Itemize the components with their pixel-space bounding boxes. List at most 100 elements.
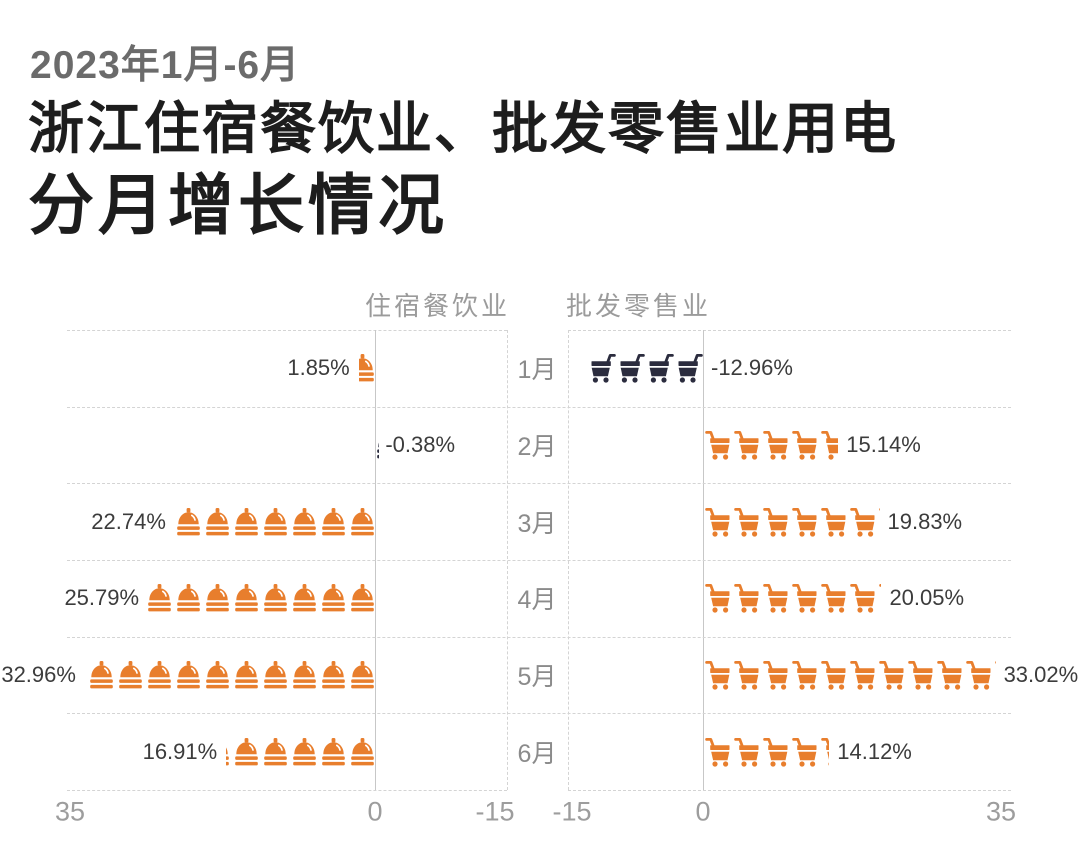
shopping-cart-icon: [937, 660, 962, 690]
value-label-wholesale: 14.12%: [837, 738, 912, 764]
icon-bar-accommodation: [358, 352, 375, 384]
title-sub: 分月增长情况: [28, 168, 448, 242]
title-period: 2023年1月-6月: [30, 44, 301, 87]
row-separator: [67, 713, 1011, 715]
value-label-wholesale: 15.14%: [846, 432, 921, 457]
right-plot-top-border: [568, 330, 1011, 331]
axis-tick-left-chart: 35: [54, 796, 86, 827]
row-separator: [67, 483, 1011, 485]
shopping-cart-icon: [879, 507, 880, 537]
right-plot-bottom-border: [568, 790, 1011, 791]
cloche-icon: [118, 660, 143, 690]
cloche-icon: [263, 507, 288, 537]
value-label-accommodation: 16.91%: [142, 738, 218, 764]
cloche-icon: [234, 737, 259, 767]
shopping-cart-icon: [734, 660, 759, 690]
cloche-icon: [292, 737, 317, 767]
shopping-cart-icon: [734, 430, 759, 460]
left-plot-bottom-border: [67, 790, 507, 791]
shopping-cart-icon: [821, 660, 846, 690]
shopping-cart-icon: [678, 353, 703, 383]
shopping-cart-icon: [705, 737, 730, 767]
cloche-icon: [234, 583, 259, 613]
shopping-cart-icon: [966, 660, 991, 690]
cloche-icon: [205, 660, 230, 690]
cloche-icon: [350, 737, 375, 767]
cloche-icon: [292, 660, 317, 690]
series-header-wholesale-retail: 批发零售业: [566, 291, 712, 321]
icon-bar-wholesale: [705, 582, 882, 614]
axis-tick-left-chart: -15: [475, 796, 515, 827]
shopping-cart-icon: [792, 507, 817, 537]
series-header-accommodation-catering: 住宿餐饮业: [364, 291, 510, 321]
cloche-icon: [321, 507, 346, 537]
axis-tick-right-chart: 35: [985, 796, 1017, 827]
axis-tick-right-chart: -15: [552, 796, 592, 827]
cloche-icon: [234, 660, 259, 690]
shopping-cart-icon: [850, 507, 875, 537]
cloche-icon: [226, 737, 230, 767]
cloche-icon: [147, 660, 172, 690]
title-main: 浙江住宿餐饮业、批发零售业用电: [28, 97, 898, 160]
icon-bar-accommodation: [376, 429, 380, 461]
cloche-icon: [292, 507, 317, 537]
shopping-cart-icon: [792, 660, 817, 690]
cloche-icon: [234, 507, 259, 537]
month-label: 1月: [517, 356, 557, 385]
shopping-cart-icon: [879, 660, 904, 690]
shopping-cart-icon: [792, 430, 817, 460]
cloche-icon: [376, 430, 380, 460]
icon-bar-wholesale: [705, 736, 830, 768]
shopping-cart-icon: [821, 737, 830, 767]
shopping-cart-icon: [821, 507, 846, 537]
shopping-cart-icon: [821, 583, 846, 613]
cloche-icon: [350, 660, 375, 690]
axis-tick-right-chart: 0: [695, 796, 711, 827]
shopping-cart-icon: [792, 737, 817, 767]
shopping-cart-icon: [879, 583, 882, 613]
shopping-cart-icon: [705, 430, 730, 460]
shopping-cart-icon: [734, 507, 759, 537]
value-label-wholesale: 33.02%: [1003, 662, 1079, 687]
cloche-icon: [176, 660, 201, 690]
shopping-cart-icon: [792, 583, 817, 613]
icon-bar-wholesale: [705, 659, 996, 691]
cloche-icon: [263, 660, 288, 690]
icon-bar-accommodation: [226, 736, 375, 768]
row-separator: [67, 636, 1011, 638]
shopping-cart-icon: [763, 507, 788, 537]
cloche-icon: [205, 507, 230, 537]
shopping-cart-icon: [908, 660, 933, 690]
icon-bar-accommodation: [148, 582, 375, 614]
shopping-cart-icon: [763, 737, 788, 767]
shopping-cart-icon: [763, 660, 788, 690]
shopping-cart-icon: [734, 583, 759, 613]
icon-bar-wholesale: [705, 429, 839, 461]
value-label-accommodation: 1.85%: [287, 355, 350, 381]
cloche-icon: [176, 583, 201, 613]
shopping-cart-icon: [821, 430, 839, 460]
shopping-cart-icon: [850, 660, 875, 690]
icon-bar-accommodation: [85, 659, 375, 691]
month-label: 6月: [517, 739, 557, 768]
row-separator: [67, 406, 1011, 408]
cloche-icon: [358, 353, 375, 383]
cloche-icon: [148, 583, 172, 613]
cloche-icon: [176, 507, 201, 537]
cloche-icon: [321, 660, 346, 690]
value-label-accommodation: 32.96%: [1, 662, 76, 687]
shopping-cart-icon: [850, 583, 875, 613]
icon-bar-wholesale: [705, 506, 880, 538]
shopping-cart-icon: [734, 737, 759, 767]
cloche-icon: [89, 660, 114, 690]
shopping-cart-icon: [705, 583, 730, 613]
value-label-wholesale: -12.96%: [711, 355, 793, 381]
shopping-cart-icon: [620, 353, 645, 383]
shopping-cart-icon: [705, 660, 730, 690]
value-label-wholesale: 20.05%: [889, 585, 965, 611]
value-label-wholesale: 19.83%: [887, 508, 963, 534]
cloche-icon: [263, 737, 288, 767]
month-label: 2月: [517, 433, 557, 461]
cloche-icon: [321, 737, 346, 767]
